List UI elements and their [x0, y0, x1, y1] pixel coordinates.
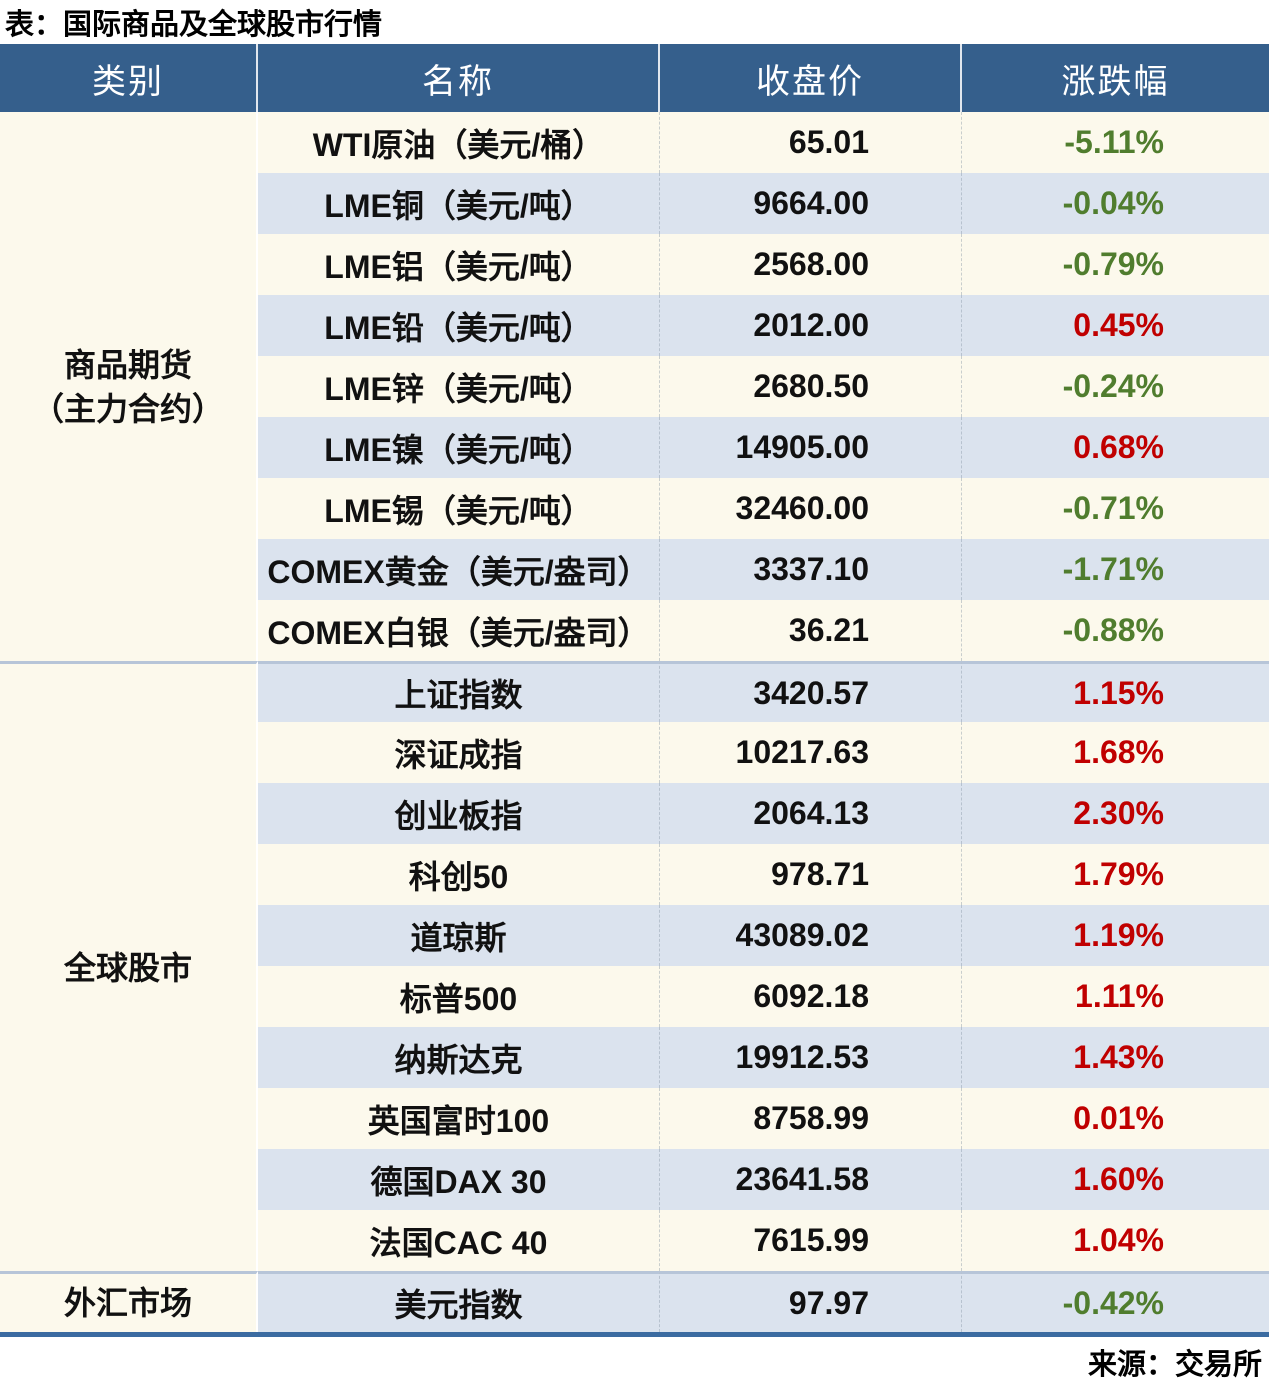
row-name-cell: LME锡（美元/吨）	[258, 478, 660, 539]
source-label: 来源：交易所	[1087, 1348, 1262, 1381]
change-percent-cell: -5.11%	[962, 112, 1269, 173]
row-name-cell: 德国DAX 30	[258, 1149, 660, 1210]
close-price-cell: 36.21	[660, 600, 962, 661]
row-name-cell: 纳斯达克	[258, 1027, 660, 1088]
category-label-line: （主力合约）	[31, 390, 224, 427]
change-percent-cell: -0.24%	[962, 356, 1269, 417]
row-name-cell: LME铝（美元/吨）	[258, 234, 660, 295]
close-price-cell: 2012.00	[660, 295, 962, 356]
category-cell: 商品期货 （主力合约）	[0, 112, 258, 661]
category-label-line: 商品期货	[63, 346, 192, 383]
row-name-cell: COMEX白银（美元/盎司）	[258, 600, 660, 661]
change-percent-cell: 2.30%	[962, 783, 1269, 844]
close-price-cell: 14905.00	[660, 417, 962, 478]
close-price-cell: 6092.18	[660, 966, 962, 1027]
change-percent-cell: 0.45%	[962, 295, 1269, 356]
row-name-cell: 科创50	[258, 844, 660, 905]
change-percent-cell: -0.42%	[962, 1271, 1269, 1332]
category-label-line: 全球股市	[63, 949, 192, 986]
close-price-cell: 2064.13	[660, 783, 962, 844]
close-price-cell: 65.01	[660, 112, 962, 173]
change-percent-cell: -0.88%	[962, 600, 1269, 661]
close-price-cell: 3420.57	[660, 661, 962, 722]
close-price-cell: 43089.02	[660, 905, 962, 966]
change-percent-cell: 1.11%	[962, 966, 1269, 1027]
row-name-cell: 法国CAC 40	[258, 1210, 660, 1271]
close-price-cell: 3337.10	[660, 539, 962, 600]
close-price-cell: 2680.50	[660, 356, 962, 417]
change-percent-cell: -0.04%	[962, 173, 1269, 234]
row-name-cell: 美元指数	[258, 1271, 660, 1332]
close-price-cell: 9664.00	[660, 173, 962, 234]
table-bottom-border	[0, 1332, 1269, 1337]
change-percent-cell: -1.71%	[962, 539, 1269, 600]
close-price-cell: 8758.99	[660, 1088, 962, 1149]
change-percent-cell: 1.15%	[962, 661, 1269, 722]
close-price-cell: 97.97	[660, 1271, 962, 1332]
change-percent-cell: 1.60%	[962, 1149, 1269, 1210]
row-name-cell: LME锌（美元/吨）	[258, 356, 660, 417]
header-name: 名称	[258, 44, 660, 112]
row-name-cell: 标普500	[258, 966, 660, 1027]
change-percent-cell: 1.43%	[962, 1027, 1269, 1088]
row-name-cell: 深证成指	[258, 722, 660, 783]
change-percent-cell: 0.68%	[962, 417, 1269, 478]
row-name-cell: LME铅（美元/吨）	[258, 295, 660, 356]
row-name-cell: COMEX黄金（美元/盎司）	[258, 539, 660, 600]
row-name-cell: 英国富时100	[258, 1088, 660, 1149]
close-price-cell: 10217.63	[660, 722, 962, 783]
row-name-cell: 创业板指	[258, 783, 660, 844]
change-percent-cell: -0.79%	[962, 234, 1269, 295]
change-percent-cell: 1.04%	[962, 1210, 1269, 1271]
row-name-cell: WTI原油（美元/桶）	[258, 112, 660, 173]
close-price-cell: 7615.99	[660, 1210, 962, 1271]
close-price-cell: 978.71	[660, 844, 962, 905]
header-category: 类别	[0, 44, 258, 112]
change-percent-cell: 1.19%	[962, 905, 1269, 966]
change-percent-cell: 1.79%	[962, 844, 1269, 905]
close-price-cell: 2568.00	[660, 234, 962, 295]
category-label-line: 外汇市场	[63, 1285, 192, 1321]
close-price-cell: 23641.58	[660, 1149, 962, 1210]
row-name-cell: LME镍（美元/吨）	[258, 417, 660, 478]
market-table: 类别 名称 收盘价 涨跌幅 商品期货 （主力合约） WTI原油（美元/桶） 65.01…	[0, 44, 1269, 1332]
category-cell: 全球股市	[0, 661, 258, 1271]
row-name-cell: 道琼斯	[258, 905, 660, 966]
header-close-price: 收盘价	[660, 44, 962, 112]
row-name-cell: 上证指数	[258, 661, 660, 722]
category-cell: 外汇市场	[0, 1271, 258, 1332]
table-title: 表：国际商品及全球股市行情	[5, 9, 383, 41]
change-percent-cell: 0.01%	[962, 1088, 1269, 1149]
close-price-cell: 19912.53	[660, 1027, 962, 1088]
header-change-percent: 涨跌幅	[962, 44, 1269, 112]
close-price-cell: 32460.00	[660, 478, 962, 539]
change-percent-cell: -0.71%	[962, 478, 1269, 539]
change-percent-cell: 1.68%	[962, 722, 1269, 783]
row-name-cell: LME铜（美元/吨）	[258, 173, 660, 234]
